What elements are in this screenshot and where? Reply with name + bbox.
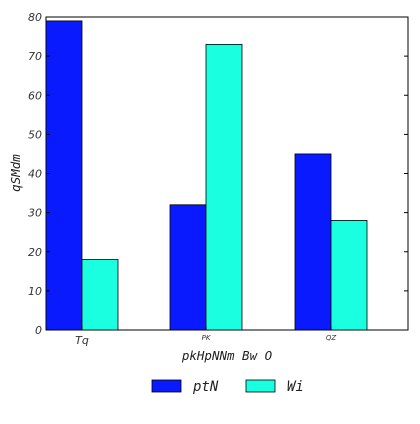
y-tick-label: 30 — [28, 207, 42, 220]
legend-swatch-ptN — [151, 379, 182, 393]
bar-ptN-PK — [169, 204, 207, 331]
y-tick-label: 10 — [28, 285, 42, 298]
y-tick-label: 0 — [35, 324, 42, 337]
x-category-label: QZ — [326, 334, 337, 342]
bar-Wi-PK — [205, 43, 243, 331]
y-axis-title: qSMdm — [8, 154, 23, 192]
y-tick-label: 40 — [28, 168, 42, 181]
bar-Wi-QZ — [330, 220, 368, 331]
y-tick-label: 50 — [28, 128, 42, 141]
legend-label-ptN: ptN — [192, 379, 219, 395]
y-tick-label: 60 — [28, 89, 42, 102]
y-tick-label: 20 — [28, 246, 42, 259]
legend-label-Wi: Wi — [287, 379, 304, 395]
bar-Wi-Tq — [81, 259, 119, 331]
x-axis-ticks: Tq PK QZ — [75, 326, 336, 347]
bar-ptN-Tq — [45, 20, 83, 331]
legend: ptN Wi — [151, 379, 304, 395]
legend-swatch-Wi — [245, 379, 276, 393]
x-category-label: PK — [202, 334, 212, 342]
y-axis-ticks: 0 10 20 30 40 50 60 70 80 — [28, 11, 408, 337]
bars-layer — [45, 20, 368, 331]
x-category-label: Tq — [75, 334, 89, 347]
x-axis-title: pkHpNNm Bw O — [181, 348, 273, 363]
bar-ptN-QZ — [294, 153, 332, 331]
y-tick-label: 70 — [28, 50, 42, 63]
y-tick-label: 80 — [28, 11, 42, 24]
